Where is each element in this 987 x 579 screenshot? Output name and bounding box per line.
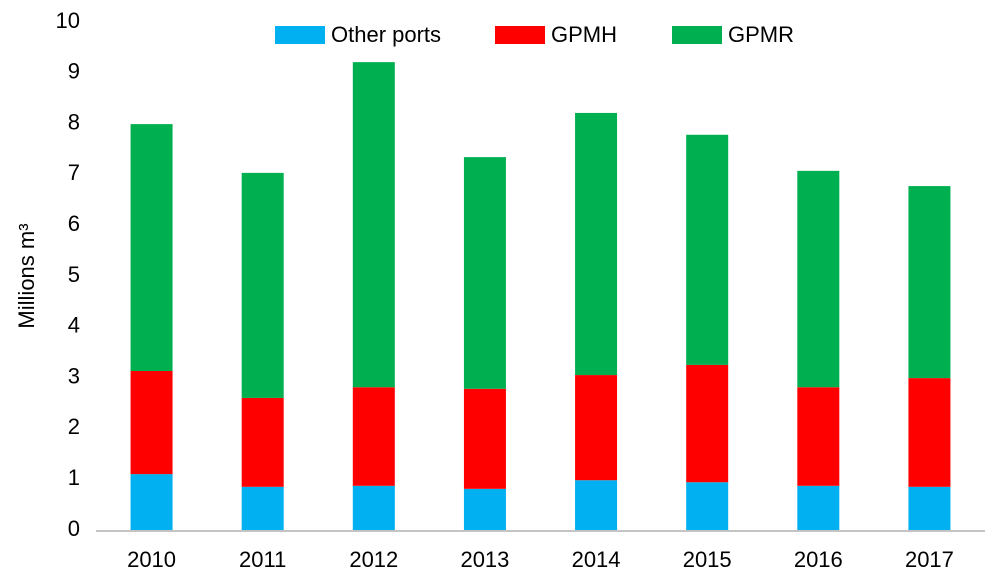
bar-segment: [908, 378, 951, 487]
bar-segment: [575, 375, 618, 481]
bar-segment: [463, 157, 506, 389]
bar-segment: [575, 112, 618, 376]
legend-label: GPMH: [551, 22, 617, 47]
bar-segment: [686, 482, 729, 530]
x-tick-label: 2010: [127, 547, 176, 572]
y-tick-label: 8: [68, 109, 80, 134]
x-tick-label: 2016: [794, 547, 843, 572]
bar-segment: [241, 172, 284, 398]
bar-segment: [463, 488, 506, 530]
y-tick-label: 5: [68, 262, 80, 287]
bar-segment: [908, 186, 951, 379]
bar-segment: [130, 474, 173, 530]
bar-segment: [797, 485, 840, 530]
y-tick-label: 3: [68, 363, 80, 388]
bar-segment: [241, 486, 284, 530]
x-tick-label: 2014: [572, 547, 621, 572]
y-tick-label: 6: [68, 211, 80, 236]
y-tick-label: 4: [68, 313, 80, 338]
bar-segment: [797, 387, 840, 486]
bar-segment: [352, 387, 395, 486]
bar-segment: [130, 370, 173, 475]
legend-swatch: [672, 26, 722, 44]
bar-segment: [575, 480, 618, 530]
x-tick-label: 2015: [683, 547, 732, 572]
bar-segment: [797, 170, 840, 388]
y-tick-label: 1: [68, 465, 80, 490]
legend-swatch: [495, 26, 545, 44]
bar-segment: [686, 134, 729, 365]
legend-label: Other ports: [331, 22, 441, 47]
x-tick-label: 2012: [349, 547, 398, 572]
legend-swatch: [275, 26, 325, 44]
legend-label: GPMR: [728, 22, 794, 47]
bar-segment: [463, 388, 506, 489]
bar-segment: [130, 124, 173, 371]
bar-segment: [686, 364, 729, 483]
x-tick-label: 2017: [905, 547, 954, 572]
y-axis-label: Millions m³: [14, 223, 39, 328]
y-tick-label: 7: [68, 160, 80, 185]
bar-segment: [352, 62, 395, 388]
y-tick-label: 2: [68, 414, 80, 439]
x-tick-label: 2013: [460, 547, 509, 572]
bar-segment: [241, 397, 284, 487]
y-tick-label: 0: [68, 516, 80, 541]
bar-segment: [352, 485, 395, 530]
x-tick-label: 2011: [239, 547, 286, 572]
y-tick-label: 10: [56, 8, 80, 33]
bar-segment: [908, 486, 951, 530]
y-tick-label: 9: [68, 59, 80, 84]
